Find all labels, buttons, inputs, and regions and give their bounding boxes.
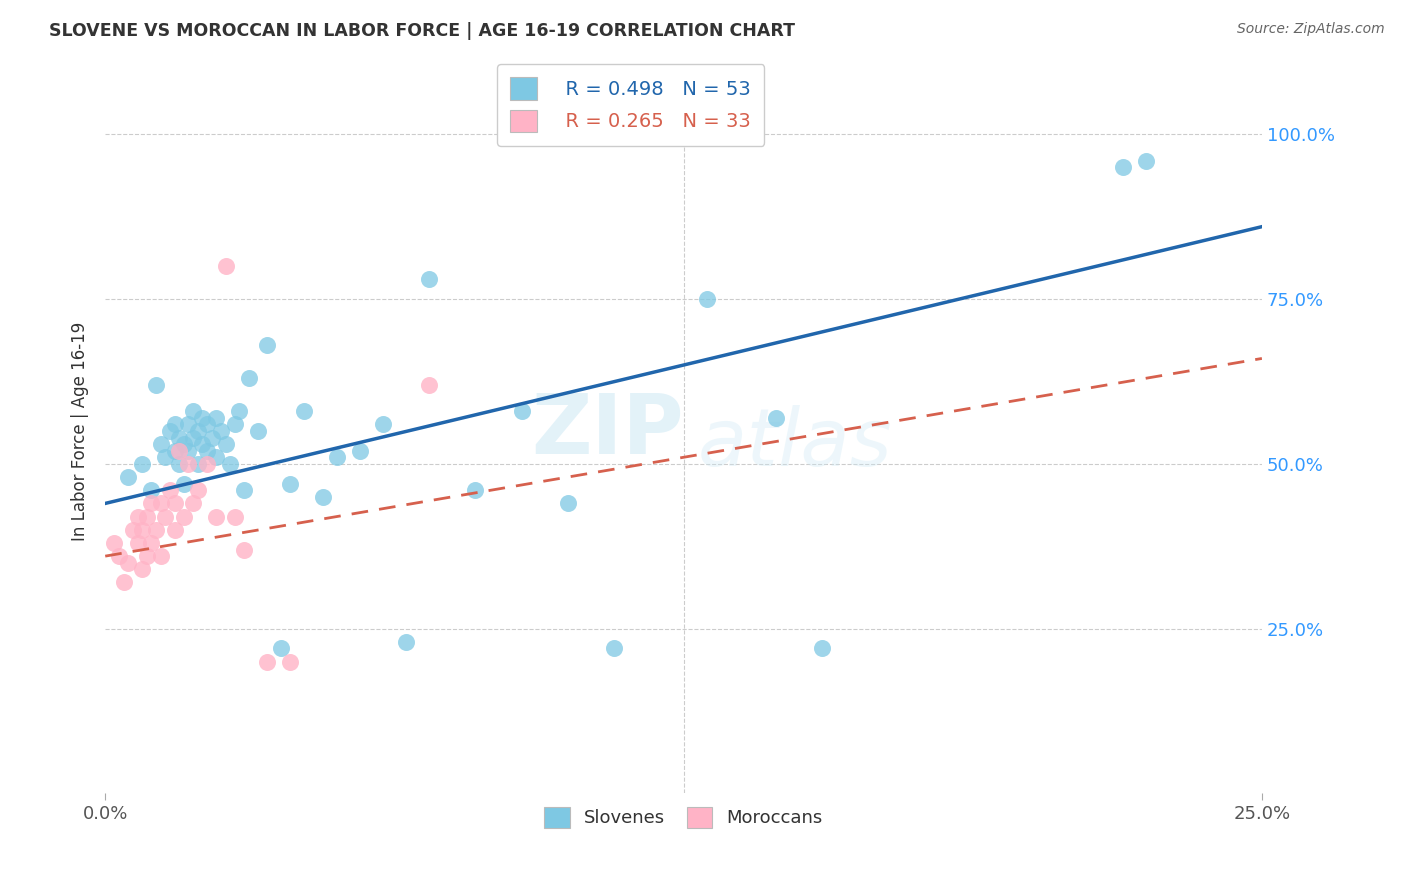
Point: [117, 470, 139, 484]
Y-axis label: In Labor Force | Age 16-19: In Labor Force | Age 16-19: [72, 321, 89, 541]
Point: [163, 496, 186, 510]
Point: [205, 410, 228, 425]
Point: [167, 430, 190, 444]
Point: [418, 272, 440, 286]
Point: [187, 483, 209, 498]
Point: [205, 509, 228, 524]
Point: [1112, 161, 1135, 175]
Point: [278, 655, 301, 669]
Point: [181, 404, 204, 418]
Point: [159, 424, 181, 438]
Point: [311, 490, 333, 504]
Point: [145, 377, 167, 392]
Point: [149, 437, 172, 451]
Point: [173, 476, 195, 491]
Point: [149, 549, 172, 563]
Point: [325, 450, 347, 465]
Point: [155, 509, 177, 524]
Point: [149, 496, 172, 510]
Point: [228, 404, 250, 418]
Point: [238, 371, 260, 385]
Point: [163, 523, 186, 537]
Point: [371, 417, 394, 432]
Point: [187, 457, 209, 471]
Text: Source: ZipAtlas.com: Source: ZipAtlas.com: [1237, 22, 1385, 37]
Point: [557, 496, 579, 510]
Point: [256, 655, 278, 669]
Point: [163, 417, 186, 432]
Point: [191, 437, 214, 451]
Point: [219, 457, 242, 471]
Point: [141, 536, 163, 550]
Point: [145, 523, 167, 537]
Point: [181, 496, 204, 510]
Point: [173, 437, 195, 451]
Point: [765, 410, 787, 425]
Point: [108, 549, 131, 563]
Point: [131, 523, 153, 537]
Point: [1135, 153, 1157, 168]
Point: [224, 417, 246, 432]
Point: [187, 424, 209, 438]
Text: atlas: atlas: [697, 405, 893, 483]
Point: [135, 509, 157, 524]
Point: [195, 417, 218, 432]
Point: [159, 483, 181, 498]
Point: [191, 410, 214, 425]
Point: [177, 457, 200, 471]
Point: [163, 443, 186, 458]
Legend: Slovenes, Moroccans: Slovenes, Moroccans: [537, 800, 830, 835]
Point: [181, 430, 204, 444]
Text: SLOVENE VS MOROCCAN IN LABOR FORCE | AGE 16-19 CORRELATION CHART: SLOVENE VS MOROCCAN IN LABOR FORCE | AGE…: [49, 22, 796, 40]
Point: [167, 457, 190, 471]
Point: [155, 450, 177, 465]
Point: [117, 556, 139, 570]
Point: [177, 417, 200, 432]
Point: [395, 634, 418, 648]
Point: [510, 404, 533, 418]
Point: [464, 483, 486, 498]
Point: [127, 509, 149, 524]
Point: [195, 443, 218, 458]
Point: [127, 536, 149, 550]
Point: [205, 450, 228, 465]
Point: [167, 443, 190, 458]
Point: [233, 542, 256, 557]
Point: [214, 437, 236, 451]
Point: [246, 424, 269, 438]
Point: [418, 377, 440, 392]
Point: [103, 536, 125, 550]
Point: [209, 424, 232, 438]
Point: [349, 443, 371, 458]
Point: [195, 457, 218, 471]
Point: [131, 562, 153, 576]
Point: [177, 443, 200, 458]
Point: [141, 496, 163, 510]
Point: [135, 549, 157, 563]
Point: [811, 641, 834, 656]
Point: [201, 430, 224, 444]
Point: [122, 523, 145, 537]
Point: [214, 259, 236, 273]
Point: [141, 483, 163, 498]
Point: [173, 509, 195, 524]
Point: [603, 641, 626, 656]
Point: [278, 476, 301, 491]
Point: [292, 404, 315, 418]
Point: [233, 483, 256, 498]
Point: [696, 292, 718, 306]
Point: [270, 641, 292, 656]
Point: [131, 457, 153, 471]
Text: ZIP: ZIP: [531, 391, 683, 472]
Point: [224, 509, 246, 524]
Point: [256, 338, 278, 352]
Point: [112, 575, 135, 590]
